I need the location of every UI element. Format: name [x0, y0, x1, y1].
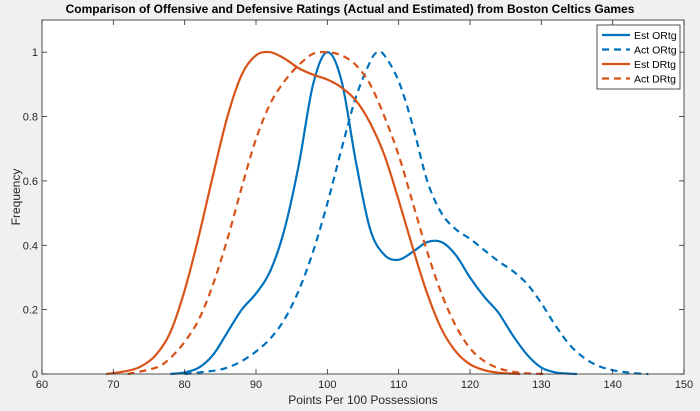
- x-tick-label: 80: [179, 379, 191, 391]
- x-tick-label: 70: [107, 379, 119, 391]
- legend: Est ORtg Act ORtg Est DRtg Act DRtg: [596, 24, 681, 90]
- series-line-2: [184, 50, 649, 376]
- series-line-3: [106, 50, 520, 376]
- y-tick-label: 0.4: [23, 240, 38, 252]
- x-tick-label: 60: [36, 379, 48, 391]
- x-tick-label: 130: [532, 379, 550, 391]
- x-axis-label: Points Per 100 Possessions: [288, 393, 437, 407]
- x-tick-label: 90: [250, 379, 262, 391]
- ticks-group: 60 70 80 90 100 110 120 130 140 150 0 0.2 0.4 0.6 0.8 1: [23, 20, 693, 391]
- y-tick-label: 0.6: [23, 176, 38, 188]
- chart-title: Comparison of Offensive and Defensive Ra…: [66, 2, 635, 16]
- series-line-4: [127, 50, 549, 376]
- series-line-1: [170, 51, 578, 376]
- y-tick-label: 0.8: [23, 112, 38, 124]
- legend-label: Act ORtg: [634, 45, 677, 57]
- legend-label: Est ORtg: [634, 30, 677, 42]
- series-group: [106, 50, 649, 376]
- legend-label: Est DRtg: [634, 59, 676, 71]
- y-tick-label: 1: [32, 47, 38, 59]
- x-tick-label: 110: [390, 379, 408, 391]
- x-tick-label: 100: [318, 379, 336, 391]
- x-tick-label: 120: [461, 379, 479, 391]
- x-tick-label: 140: [603, 379, 621, 391]
- y-tick-label: 0.2: [23, 305, 38, 317]
- legend-label: Act DRtg: [634, 74, 676, 86]
- y-axis-label: Frequency: [9, 169, 23, 226]
- y-tick-label: 0: [32, 369, 38, 381]
- x-tick-label: 150: [675, 379, 693, 391]
- plot-frame: [41, 19, 685, 375]
